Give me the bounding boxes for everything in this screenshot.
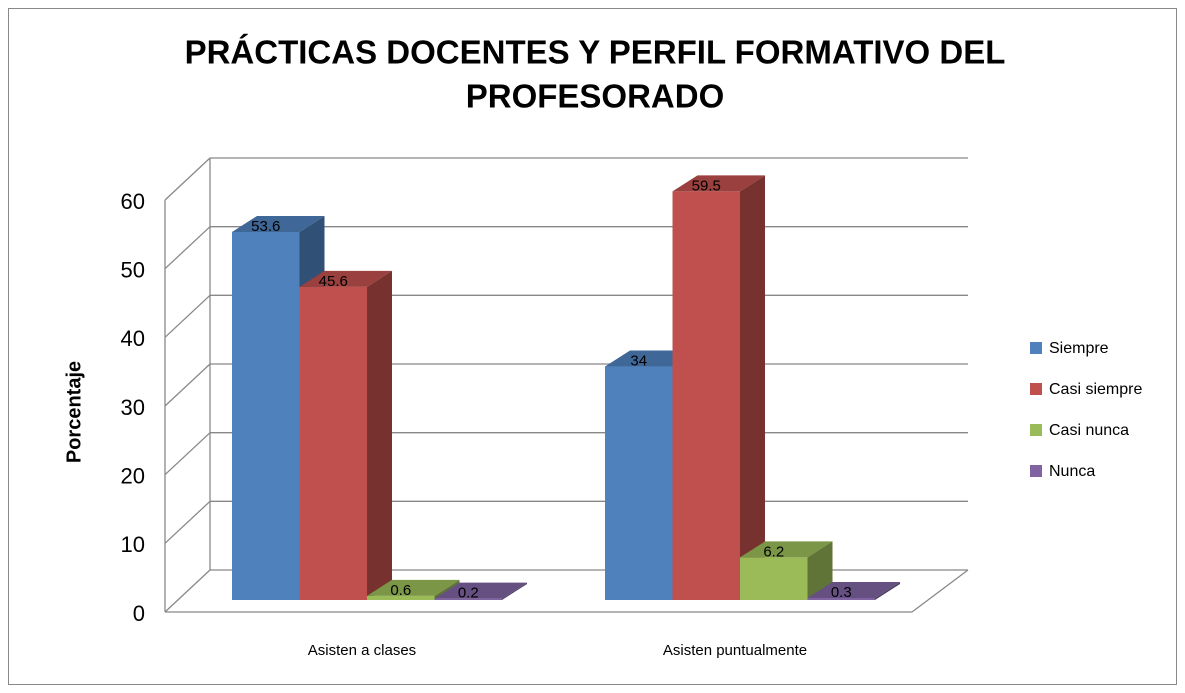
data-label: 59.5: [692, 177, 721, 194]
grid-line: [164, 363, 211, 407]
data-label: 34: [630, 353, 647, 370]
legend-swatch: [1030, 342, 1042, 354]
data-label: 0.6: [390, 582, 411, 599]
bar-front: [434, 598, 502, 600]
legend-label: Siempre: [1049, 340, 1109, 357]
grid-line: [164, 432, 211, 476]
x-tick-label: Asisten a clases: [308, 642, 416, 659]
legend-label: Casi nunca: [1049, 422, 1129, 439]
data-label: 0.2: [458, 585, 479, 602]
bar-side: [502, 582, 527, 600]
y-tick-label: 10: [121, 532, 145, 557]
x-tick-label: Asisten puntualmente: [663, 642, 807, 659]
bar: [299, 270, 392, 600]
axis-line: [911, 569, 969, 613]
bar-top: [672, 175, 765, 192]
y-tick-label: 60: [121, 189, 145, 214]
chart-title: PROFESORADO: [466, 78, 725, 115]
bar-top: [807, 581, 900, 598]
legend-label: Casi siempre: [1049, 381, 1142, 398]
bar-side: [367, 270, 392, 600]
grid-line: [164, 157, 211, 201]
legend-swatch: [1030, 465, 1042, 477]
y-tick-label: 40: [121, 326, 145, 351]
chart-title: PRÁCTICAS DOCENTES Y PERFIL FORMATIVO DE…: [185, 34, 1006, 71]
legend-swatch: [1030, 383, 1042, 395]
legend-label: Nunca: [1049, 463, 1095, 480]
bar-front: [807, 597, 875, 600]
y-tick-label: 20: [121, 463, 145, 488]
bar: [672, 175, 765, 600]
data-label: 0.3: [831, 584, 852, 601]
bar-front: [232, 231, 300, 601]
data-label: 45.6: [319, 273, 348, 290]
bar-side: [875, 581, 900, 600]
bar: [807, 581, 900, 600]
bar: [740, 541, 833, 600]
bar-top: [299, 270, 392, 287]
bar-side: [740, 175, 765, 600]
bar: [434, 582, 527, 600]
chart-border: [8, 8, 1177, 685]
bar-front: [740, 557, 808, 600]
grid-line: [164, 500, 211, 544]
bar-top: [232, 215, 325, 232]
bar-top: [740, 541, 833, 558]
grid-line: [164, 294, 211, 338]
data-label: 53.6: [251, 218, 280, 235]
bar-top: [434, 582, 527, 599]
bar-side: [807, 541, 833, 600]
grid-line: [164, 569, 211, 613]
legend-swatch: [1030, 424, 1042, 436]
y-tick-label: 0: [133, 601, 145, 626]
bar-front: [672, 191, 740, 600]
data-label: 6.2: [763, 543, 784, 560]
bar-front: [299, 286, 367, 600]
y-axis-label: Porcentaje: [63, 361, 85, 463]
bar-front: [605, 366, 673, 600]
grid-line: [164, 226, 211, 270]
y-tick-label: 50: [121, 257, 145, 282]
bar-top: [367, 579, 460, 596]
y-tick-label: 30: [121, 395, 145, 420]
bar-front: [367, 595, 435, 600]
